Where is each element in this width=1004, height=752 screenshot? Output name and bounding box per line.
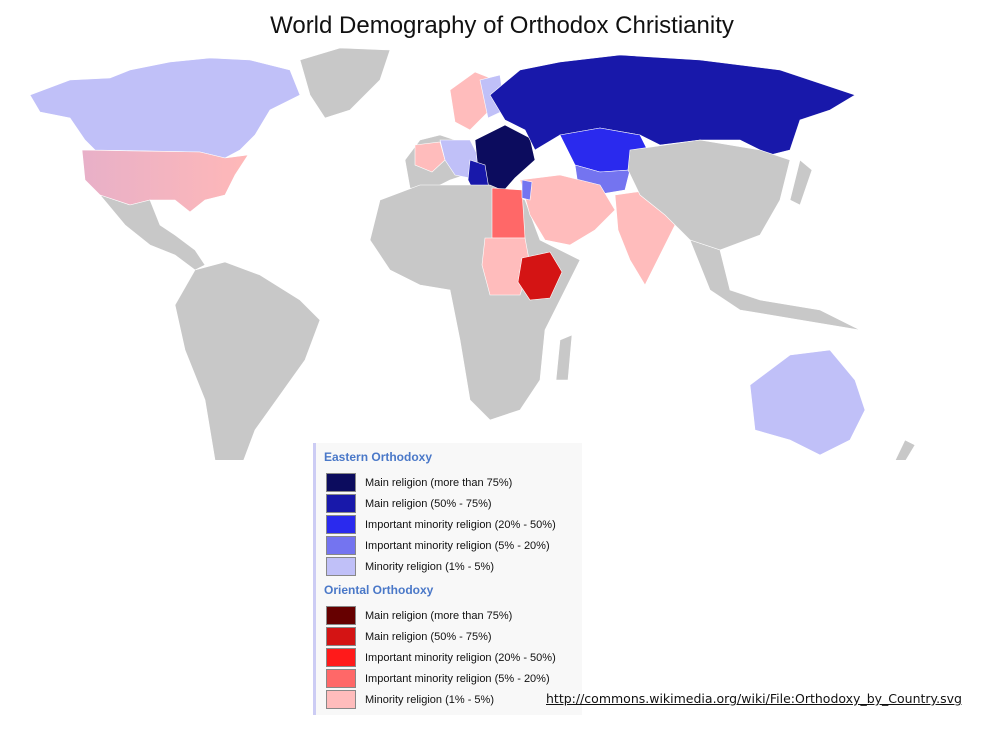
source-link[interactable]: http://commons.wikimedia.org/wiki/File:O… [546,691,962,706]
region-russia [489,54,856,156]
legend-swatch [326,557,356,576]
legend-item: Minority religion (1% - 5%) [326,556,494,577]
legend-item: Important minority religion (20% - 50%) [326,514,556,535]
region-egypt [491,187,526,239]
region-new-zealand [895,439,916,460]
region-south-america [174,261,321,460]
legend-label: Main religion (50% - 75%) [365,630,492,643]
legend-item: Main religion (50% - 75%) [326,626,492,647]
region-greenland [299,47,391,119]
legend-swatch [326,648,356,667]
region-canada [29,57,301,159]
legend-item: Important minority religion (20% - 50%) [326,647,556,668]
region-middle-east [519,174,616,246]
legend-item: Main religion (more than 75%) [326,605,512,626]
legend-heading-eastern: Eastern Orthodoxy [324,450,433,464]
legend-swatch [326,669,356,688]
legend-label: Main religion (more than 75%) [365,609,513,622]
legend-label: Important minority religion (5% - 20%) [365,672,550,685]
legend-item: Main religion (more than 75%) [326,472,512,493]
legend-swatch [326,473,356,492]
legend-heading-oriental: Oriental Orthodoxy [324,583,434,597]
region-levant [521,179,533,201]
legend-label: Minority religion (1% - 5%) [365,693,494,706]
region-ethiopia [517,251,563,301]
region-france [414,141,446,173]
slide-title: World Demography of Orthodox Christianit… [270,12,734,39]
region-japan [789,159,813,206]
legend-item: Important minority religion (5% - 20%) [326,535,550,556]
legend-item: Important minority religion (5% - 20%) [326,668,550,689]
legend-swatch [326,515,356,534]
map-legend: Eastern Orthodoxy Main religion (more th… [313,443,582,715]
region-australia [749,349,866,456]
region-east-asia [627,139,791,251]
region-central-america [99,194,206,271]
world-map [29,47,916,460]
legend-label: Important minority religion (20% - 50%) [365,518,556,531]
legend-label: Main religion (50% - 75%) [365,497,492,510]
legend-label: Main religion (more than 75%) [365,476,513,489]
legend-label: Important minority religion (20% - 50%) [365,651,556,664]
legend-label: Minority religion (1% - 5%) [365,560,494,573]
legend-item: Minority religion (1% - 5%) [326,689,494,710]
legend-item: Main religion (50% - 75%) [326,493,492,514]
region-southeast-asia [689,239,861,331]
legend-swatch [326,690,356,709]
legend-swatch [326,494,356,513]
legend-swatch [326,606,356,625]
legend-swatch [326,536,356,555]
region-madagascar [555,334,573,381]
legend-label: Important minority religion (5% - 20%) [365,539,550,552]
legend-swatch [326,627,356,646]
